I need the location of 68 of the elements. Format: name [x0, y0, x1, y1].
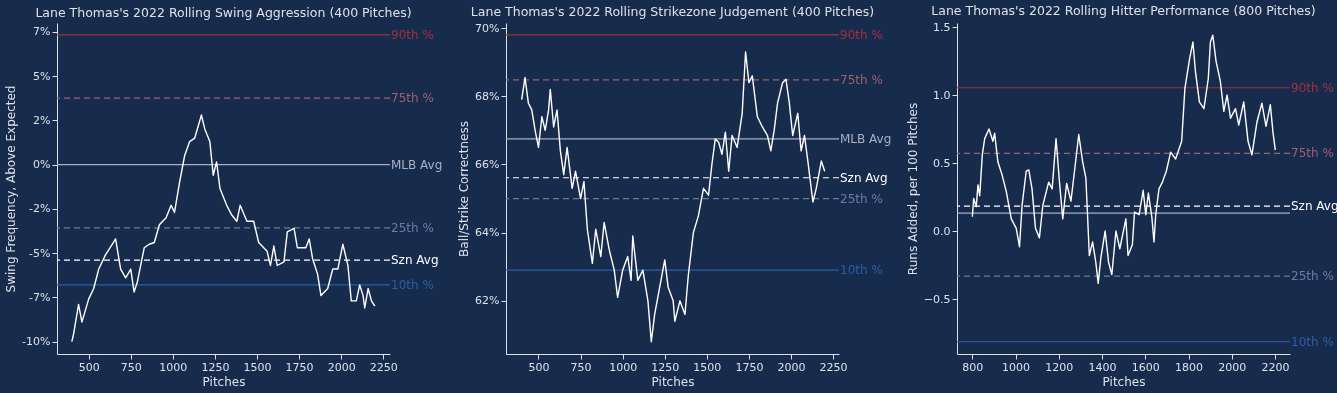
x-tick-label: 1600	[1131, 360, 1160, 374]
ref-line-label: 75th %	[840, 72, 883, 87]
x-tick-label: 1200	[1045, 360, 1074, 374]
y-tick-label: -5%	[29, 246, 51, 260]
y-tick-label: 0%	[33, 158, 51, 172]
y-tick-label: -10%	[22, 335, 51, 349]
x-tick-label: 1000	[609, 360, 638, 374]
y-tick-label: 62%	[475, 294, 500, 308]
x-tick-label: 1500	[243, 360, 272, 374]
ref-line-label: 10th %	[840, 263, 883, 278]
y-tick-label: 1.5	[933, 20, 951, 34]
x-tick-label: 2000	[777, 360, 806, 374]
ref-line-label: Szn Avg	[840, 170, 888, 185]
ref-line-label: Szn Avg	[1291, 199, 1337, 214]
x-tick-label: 500	[78, 360, 100, 374]
ref-line-label: 25th %	[391, 220, 434, 235]
x-axis-title: Pitches	[202, 374, 246, 389]
chart-title: Lane Thomas's 2022 Rolling Strikezone Judgement (400 Pitches)	[470, 3, 875, 19]
ref-line-label: 75th %	[1291, 146, 1334, 161]
x-tick-label: 2200	[1261, 360, 1290, 374]
x-tick-label: 750	[570, 360, 592, 374]
y-tick-label: 0.5	[933, 156, 951, 170]
y-axis-title: Runs Added, per 100 Pitches	[905, 102, 920, 276]
x-axis-title: Pitches	[1102, 374, 1146, 389]
x-tick-label: 800	[962, 360, 984, 374]
y-tick-label: 7%	[33, 25, 51, 39]
x-tick-label: 750	[120, 360, 142, 374]
ref-line-label: MLB Avg	[391, 157, 443, 172]
x-tick-label: 1400	[1088, 360, 1117, 374]
y-tick-label: -7%	[29, 290, 51, 304]
ref-line-label: 90th %	[840, 27, 883, 42]
ref-line-label: Szn Avg	[391, 253, 439, 268]
x-tick-label: 1750	[285, 360, 314, 374]
ref-line-label: 25th %	[1291, 269, 1334, 284]
x-tick-label: 2250	[819, 360, 848, 374]
y-tick-label: 68%	[475, 89, 500, 103]
x-tick-label: 1250	[201, 360, 230, 374]
y-tick-label: 70%	[475, 21, 500, 35]
y-tick-label: 1.0	[933, 88, 951, 102]
ref-line-label: 10th %	[391, 277, 434, 292]
y-axis-title: Ball/Strike Correctness	[457, 121, 472, 257]
x-tick-label: 1750	[735, 360, 764, 374]
x-tick-label: 1250	[651, 360, 680, 374]
ref-line-label: 90th %	[391, 27, 434, 42]
y-tick-label: -2%	[29, 202, 51, 216]
x-tick-label: 1000	[159, 360, 188, 374]
y-tick-label: 2%	[33, 113, 51, 127]
chart-title: Lane Thomas's 2022 Rolling Hitter Performance (800 Pitches)	[931, 2, 1316, 18]
x-tick-label: 1000	[1002, 360, 1031, 374]
x-tick-label: 2000	[327, 360, 356, 374]
y-tick-label: 66%	[475, 157, 500, 171]
ref-line-label: 90th %	[1291, 80, 1334, 95]
ref-line-label: 10th %	[1291, 334, 1334, 349]
y-tick-label: 64%	[475, 226, 500, 240]
x-tick-label: 2000	[1218, 360, 1247, 374]
x-tick-label: 1800	[1175, 360, 1204, 374]
ref-line-label: MLB Avg	[840, 131, 892, 146]
ref-line-label: 25th %	[840, 191, 883, 206]
x-tick-label: 1500	[693, 360, 722, 374]
x-tick-label: 500	[528, 360, 550, 374]
y-tick-label: 5%	[33, 69, 51, 83]
x-tick-label: 2250	[369, 360, 398, 374]
y-axis-title: Swing Frequency, Above Expected	[4, 85, 19, 293]
x-axis-title: Pitches	[651, 374, 695, 389]
y-tick-label: 0.0	[933, 224, 951, 238]
y-tick-label: −0.5	[923, 292, 951, 306]
chart-title: Lane Thomas's 2022 Rolling Swing Aggression (400 Pitches)	[35, 4, 412, 20]
ref-line-label: 75th %	[391, 91, 434, 106]
